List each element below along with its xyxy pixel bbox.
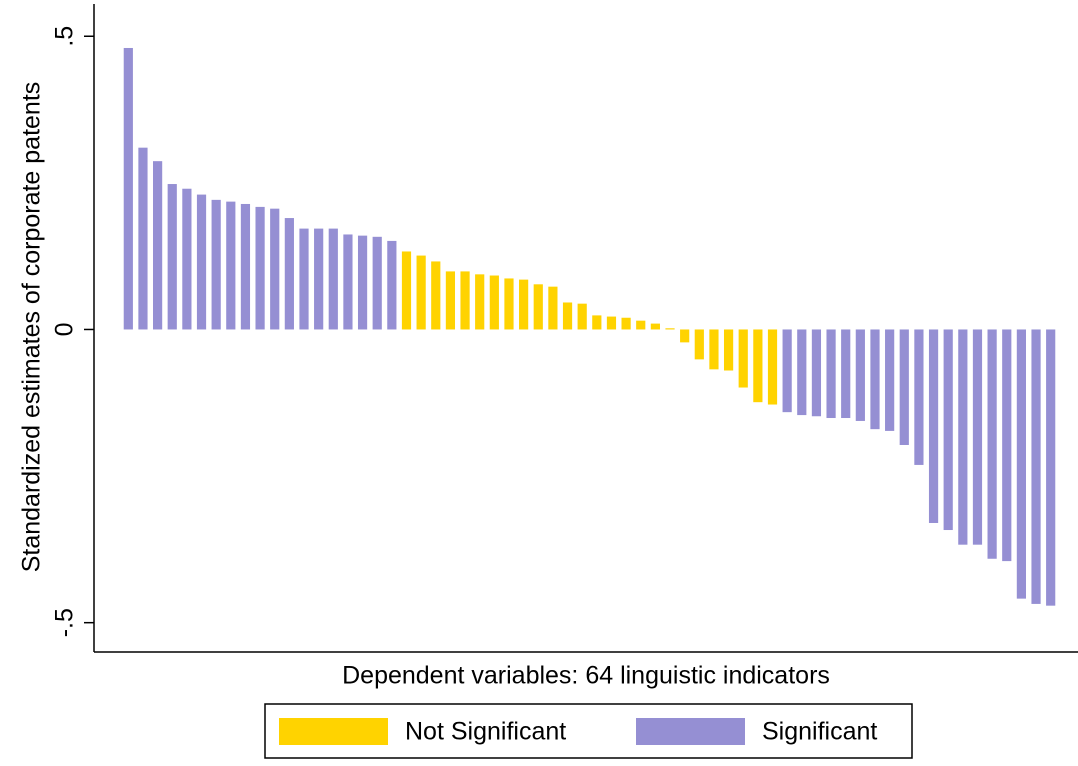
bar <box>826 329 836 419</box>
bar <box>211 199 221 330</box>
bar <box>123 47 133 330</box>
bar <box>870 329 880 430</box>
bar <box>431 261 441 330</box>
bar <box>987 329 997 559</box>
bar <box>841 329 851 419</box>
bar <box>445 271 456 330</box>
bar <box>357 235 368 330</box>
bar <box>387 240 397 330</box>
bar <box>709 329 719 370</box>
legend-swatch <box>279 718 388 745</box>
y-tick-label: -.5 <box>51 608 79 637</box>
bar <box>1016 329 1026 599</box>
bar <box>240 203 251 330</box>
bar <box>167 184 177 330</box>
bar <box>885 329 895 431</box>
bar <box>782 329 792 413</box>
bar <box>401 251 412 330</box>
bar <box>226 201 236 330</box>
bar <box>460 271 470 330</box>
legend-label: Not Significant <box>405 718 566 746</box>
bar <box>270 208 280 330</box>
bar <box>958 329 968 545</box>
bar <box>972 329 983 545</box>
bar <box>372 236 382 330</box>
bar <box>138 147 148 330</box>
legend-label: Significant <box>762 718 877 746</box>
bar <box>797 329 807 416</box>
bar <box>767 329 778 405</box>
y-tick-label: .5 <box>51 26 79 47</box>
bar <box>738 329 748 388</box>
bar <box>562 302 573 330</box>
legend-box <box>264 703 913 759</box>
bar <box>519 279 529 330</box>
bar <box>650 323 660 330</box>
bar <box>1046 329 1056 606</box>
bar <box>606 316 617 330</box>
y-axis-title: Standardized estimates of corporate pate… <box>18 82 46 573</box>
bar <box>636 320 646 330</box>
legend-swatch <box>636 718 745 745</box>
bar <box>680 329 690 343</box>
bar <box>811 329 822 417</box>
bar <box>196 194 207 330</box>
bar <box>328 228 338 330</box>
bar <box>914 329 924 465</box>
bar <box>1031 329 1041 604</box>
bar <box>314 228 324 330</box>
bar <box>621 317 631 330</box>
bar <box>592 315 602 330</box>
y-tick-label: 0 <box>51 323 79 337</box>
bar <box>928 329 939 523</box>
bar <box>899 329 909 445</box>
bar <box>694 329 704 360</box>
bar <box>855 329 865 421</box>
bar <box>548 286 558 330</box>
bar <box>504 278 514 330</box>
bar <box>943 329 953 531</box>
bar <box>182 188 192 330</box>
bar <box>1002 329 1012 562</box>
bar <box>255 206 265 330</box>
bar <box>723 329 734 371</box>
bar <box>284 218 294 330</box>
bar <box>416 255 426 330</box>
bar <box>299 228 309 330</box>
bar <box>753 329 763 403</box>
x-axis-title: Dependent variables: 64 linguistic indic… <box>342 662 830 690</box>
bar <box>533 284 543 330</box>
bar <box>489 275 499 330</box>
bar <box>665 328 675 330</box>
bar <box>577 303 587 330</box>
bar <box>153 161 163 330</box>
bar <box>343 234 353 330</box>
bar <box>475 274 485 330</box>
